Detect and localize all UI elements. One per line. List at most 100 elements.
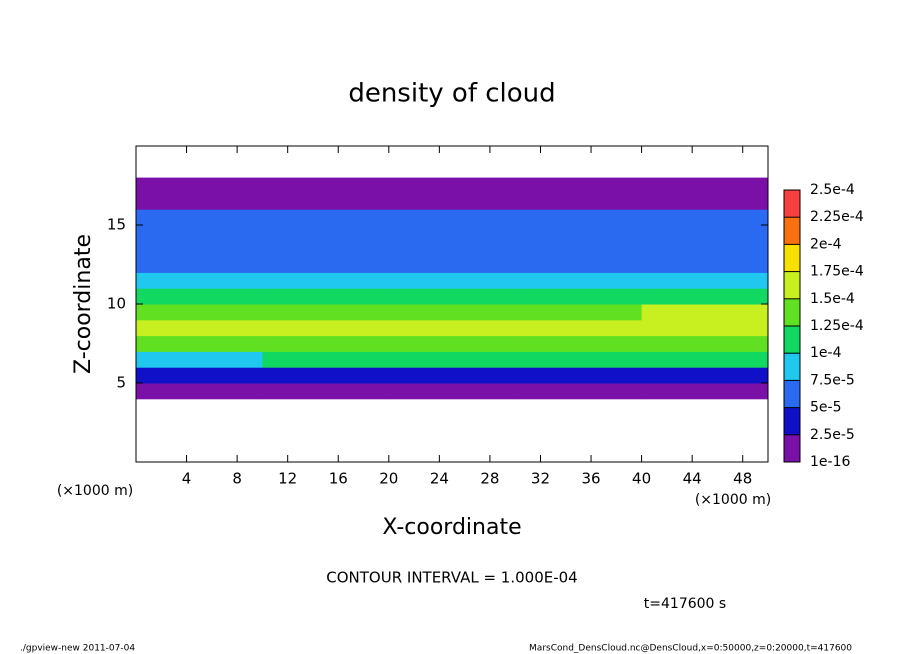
cell — [641, 240, 769, 258]
colorbar-label: 1.5e-4 — [810, 291, 855, 307]
cell — [641, 383, 769, 400]
colorbar-label: 1e-16 — [810, 454, 850, 470]
cell — [515, 193, 643, 210]
cell — [262, 209, 390, 226]
cell — [136, 225, 263, 242]
cell — [136, 177, 263, 194]
x-unit: (×1000 m) — [57, 483, 133, 499]
colorbar-label: 2.5e-4 — [810, 182, 855, 198]
x-tick-label: 8 — [232, 470, 242, 488]
cell — [262, 193, 390, 210]
colorbar-label: 2e-4 — [810, 236, 842, 252]
colorbar-swatch — [784, 190, 800, 218]
x-tick-label: 48 — [733, 470, 752, 488]
colorbar-swatch — [784, 407, 800, 435]
cell — [388, 335, 516, 352]
cell — [136, 319, 263, 337]
x-tick-label: 32 — [531, 470, 550, 488]
cell — [388, 288, 516, 305]
cell — [515, 335, 643, 352]
chart-title: density of cloud — [348, 79, 555, 109]
colorbar-swatch — [784, 217, 800, 245]
cell — [515, 272, 643, 289]
cell — [262, 272, 390, 289]
cell — [641, 209, 769, 226]
colorbar-label: 1.25e-4 — [810, 318, 864, 334]
time-note: t=417600 s — [644, 596, 726, 612]
cell — [641, 256, 769, 273]
cell — [641, 319, 769, 337]
cell — [136, 367, 263, 384]
cell — [262, 319, 390, 337]
cell — [262, 240, 390, 258]
colorbar-label: 2.5e-5 — [810, 427, 855, 443]
cell — [641, 272, 769, 289]
colorbar-label: 2.25e-4 — [810, 209, 864, 225]
x-tick-label: 24 — [430, 470, 449, 488]
cell — [136, 335, 263, 352]
cell — [515, 177, 643, 194]
cell — [136, 288, 263, 305]
x-unit: (×1000 m) — [695, 492, 771, 508]
cell — [641, 304, 769, 321]
x-tick-label: 40 — [632, 470, 651, 488]
cell — [136, 193, 263, 210]
cell — [515, 304, 643, 321]
cell — [262, 288, 390, 305]
cell — [388, 240, 516, 258]
cell — [641, 225, 769, 242]
cell — [262, 177, 390, 194]
cell — [388, 209, 516, 226]
colorbar-swatch — [784, 298, 800, 326]
cell — [136, 240, 263, 258]
contour-note: CONTOUR INTERVAL = 1.000E-04 — [326, 569, 577, 587]
cell — [641, 351, 769, 368]
colorbar-label: 5e-5 — [810, 400, 841, 416]
cell — [515, 319, 643, 337]
y-tick-label: 10 — [107, 295, 126, 313]
cell — [262, 351, 390, 368]
cell — [262, 367, 390, 384]
x-tick-label: 20 — [379, 470, 398, 488]
cell — [262, 225, 390, 242]
cell — [136, 351, 263, 368]
cell — [515, 288, 643, 305]
footer: MarsCond_DensCloud.nc@DensCloud,x=0:5000… — [529, 644, 852, 654]
cell — [388, 383, 516, 400]
x-tick-label: 12 — [278, 470, 297, 488]
cell — [515, 256, 643, 273]
x-tick-label: 36 — [581, 470, 600, 488]
cell — [515, 225, 643, 242]
cell — [388, 225, 516, 242]
colorbar-swatch — [784, 353, 800, 381]
x-axis-label: X-coordinate — [382, 515, 521, 540]
y-axis-label: Z-coordinate — [71, 234, 96, 374]
y-tick-label: 5 — [116, 374, 126, 392]
cell — [641, 367, 769, 384]
x-tick-label: 28 — [480, 470, 499, 488]
colorbar-label: 1.75e-4 — [810, 264, 864, 280]
cell — [262, 383, 390, 400]
cell — [388, 256, 516, 273]
cell — [136, 256, 263, 273]
cell — [641, 335, 769, 352]
cell — [388, 351, 516, 368]
cell — [136, 209, 263, 226]
cell — [262, 335, 390, 352]
colorbar-swatch — [784, 434, 800, 462]
cell — [515, 209, 643, 226]
cell — [515, 367, 643, 384]
cell — [388, 304, 516, 321]
cell — [515, 383, 643, 400]
cell — [136, 304, 263, 321]
colorbar-swatch — [784, 271, 800, 299]
footer: ./gpview-new 2011-07-04 — [20, 644, 135, 654]
cell — [515, 240, 643, 258]
cell — [388, 193, 516, 210]
colorbar-swatch — [784, 380, 800, 408]
cell — [641, 177, 769, 194]
cell — [136, 383, 263, 400]
colorbar-swatch — [784, 244, 800, 272]
